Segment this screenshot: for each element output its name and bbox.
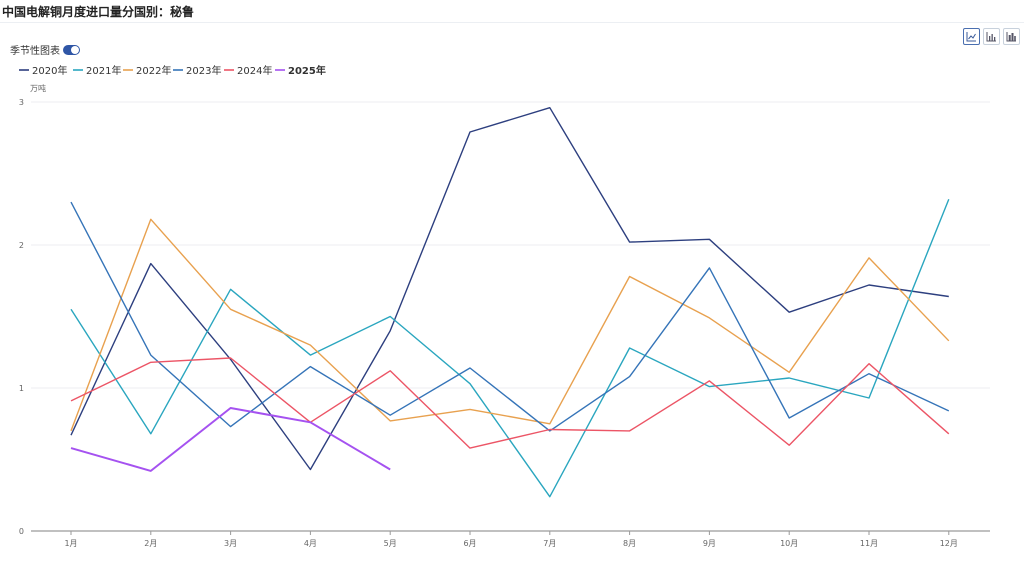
chart-legend: 2020年 2021年 2022年 2023年 2024年 2025年 (19, 64, 326, 77)
line-chart-button[interactable] (963, 28, 980, 45)
series-line-2024年 (70, 357, 950, 449)
x-tick-label: 7月 (543, 539, 556, 548)
y-tick-label: 0 (19, 527, 24, 536)
page-title: 中国电解铜月度进口量分国别：秘鲁 (2, 5, 195, 19)
seasonal-chart-label: 季节性图表 (10, 46, 60, 57)
x-tick-label: 3月 (224, 539, 237, 548)
legend-item[interactable]: 2025年 (275, 64, 326, 77)
x-tick-label: 6月 (463, 539, 476, 548)
bar-chart-icon (986, 32, 996, 42)
x-tick-label: 12月 (940, 539, 958, 548)
legend-label: 2021年 (86, 64, 121, 77)
y-tick-label: 1 (19, 384, 24, 393)
series-line-2025年 (70, 407, 391, 472)
legend-item[interactable]: 2020年 (19, 64, 67, 77)
x-axis-ticks: 1月 2月 3月 4月 5月 6月 7月 8月 9月 10月 11月 12月 (31, 530, 990, 548)
seasonal-chart-toggle[interactable] (63, 44, 80, 55)
series-lines (70, 107, 950, 498)
y-axis-ticks: 0 1 2 3 (19, 98, 24, 536)
legend-label: 2020年 (32, 64, 67, 77)
x-tick-label: 8月 (623, 539, 636, 548)
series-line-2022年 (70, 218, 950, 432)
series-line-2023年 (70, 201, 950, 432)
legend-item[interactable]: 2024年 (224, 64, 272, 77)
legend-item[interactable]: 2023年 (173, 64, 221, 77)
x-tick-label: 1月 (64, 539, 77, 548)
y-tick-label: 2 (19, 241, 24, 250)
x-tick-label: 9月 (703, 539, 716, 548)
toggle-knob (71, 45, 79, 54)
y-tick-label: 3 (19, 98, 24, 107)
bar-chart-button[interactable] (983, 28, 1000, 45)
series-line-2021年 (70, 198, 950, 498)
line-chart-icon (966, 32, 976, 42)
x-tick-label: 5月 (384, 539, 397, 548)
grid-lines (31, 101, 990, 389)
stacked-bar-chart-button[interactable] (1003, 28, 1020, 45)
legend-label: 2025年 (288, 64, 326, 77)
x-tick-label: 2月 (144, 539, 157, 548)
x-tick-label: 11月 (860, 539, 878, 548)
x-tick-label: 4月 (304, 539, 317, 548)
title-divider (0, 22, 1024, 23)
y-axis-unit-label: 万吨 (30, 83, 46, 93)
legend-label: 2024年 (237, 64, 272, 77)
series-line-2020年 (70, 107, 949, 471)
legend-item[interactable]: 2021年 (73, 64, 121, 77)
stacked-bar-chart-icon (1006, 32, 1016, 42)
legend-item[interactable]: 2022年 (123, 64, 171, 77)
legend-label: 2023年 (186, 64, 221, 77)
legend-label: 2022年 (136, 64, 171, 77)
chart-type-toolbar (963, 28, 1020, 45)
x-tick-label: 10月 (780, 539, 798, 548)
seasonal-chart-switch-row: 季节性图表 (10, 42, 80, 57)
